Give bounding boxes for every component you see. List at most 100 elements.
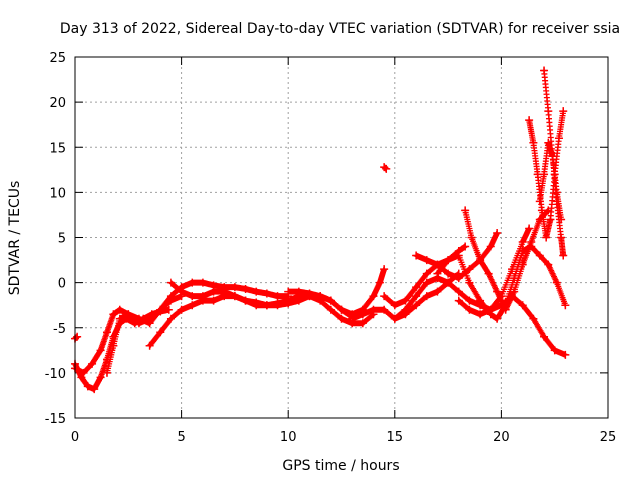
data-point xyxy=(305,289,314,298)
grid xyxy=(75,57,608,418)
y-tick-label: 15 xyxy=(49,141,66,156)
data-point xyxy=(493,228,502,237)
data-point xyxy=(544,260,553,269)
data-point xyxy=(369,305,378,314)
data-point xyxy=(412,292,421,301)
data-point xyxy=(518,260,527,269)
data-point xyxy=(145,319,154,328)
series-trace xyxy=(72,333,81,342)
data-point xyxy=(262,301,271,310)
data-point xyxy=(198,278,207,287)
data-point xyxy=(273,299,282,308)
data-point xyxy=(476,256,485,265)
data-point xyxy=(484,269,493,278)
data-point xyxy=(375,278,384,287)
data-point xyxy=(535,251,544,260)
data-point xyxy=(465,265,474,274)
data-point xyxy=(241,296,250,305)
data-point xyxy=(83,382,92,391)
x-tick-label: 25 xyxy=(600,430,617,445)
data-point xyxy=(230,283,239,292)
data-point xyxy=(535,197,544,206)
data-point xyxy=(380,265,389,274)
data-point xyxy=(401,296,410,305)
data-point xyxy=(380,305,389,314)
data-point xyxy=(198,292,207,301)
data-points xyxy=(71,66,570,394)
data-point xyxy=(540,66,549,75)
data-point xyxy=(252,287,261,296)
y-tick-label: 0 xyxy=(58,277,66,292)
data-point xyxy=(326,305,335,314)
data-point xyxy=(493,314,502,323)
data-point xyxy=(422,256,431,265)
x-tick-label: 15 xyxy=(387,430,404,445)
y-axis-label: SDTVAR / TECUs xyxy=(7,181,23,296)
data-point xyxy=(454,287,463,296)
data-point xyxy=(559,251,568,260)
data-point xyxy=(358,319,367,328)
data-point xyxy=(337,314,346,323)
y-tick-label: 25 xyxy=(49,51,66,66)
series-trace xyxy=(381,164,390,172)
data-point xyxy=(145,341,154,350)
data-point xyxy=(390,314,399,323)
x-tick-label: 5 xyxy=(177,430,185,445)
data-point xyxy=(134,314,143,323)
data-point xyxy=(518,301,527,310)
data-point xyxy=(115,314,124,323)
data-point xyxy=(188,292,197,301)
data-point xyxy=(102,368,111,377)
data-point xyxy=(497,292,506,301)
data-point xyxy=(102,328,111,337)
data-point xyxy=(561,301,570,310)
data-point xyxy=(529,138,538,147)
data-point xyxy=(164,305,173,314)
data-point xyxy=(273,292,282,301)
y-tick-label: -10 xyxy=(45,367,66,382)
data-point xyxy=(544,107,553,116)
series-arc-13 xyxy=(454,224,534,319)
x-tick-label: 10 xyxy=(280,430,297,445)
data-point xyxy=(96,346,105,355)
series-arc-7 xyxy=(348,269,463,323)
data-point xyxy=(337,305,346,314)
chart-title: Day 313 of 2022, Sidereal Day-to-day VTE… xyxy=(60,21,620,37)
data-point xyxy=(380,292,389,301)
data-point xyxy=(412,283,421,292)
data-point xyxy=(465,305,474,314)
series-isolated-1 xyxy=(71,332,82,343)
data-point xyxy=(454,251,463,260)
data-point xyxy=(369,292,378,301)
data-point xyxy=(262,289,271,298)
data-point xyxy=(550,346,559,355)
data-point xyxy=(476,296,485,305)
series-arc-15 xyxy=(540,66,568,260)
data-point xyxy=(540,170,549,179)
data-point xyxy=(546,215,555,224)
data-point xyxy=(209,287,218,296)
data-point xyxy=(433,260,442,269)
series-arc-12 xyxy=(412,228,502,283)
data-point xyxy=(444,256,453,265)
x-axis-label: GPS time / hours xyxy=(282,458,399,474)
data-point xyxy=(433,269,442,278)
data-point xyxy=(542,233,551,242)
data-point xyxy=(508,265,517,274)
data-point xyxy=(467,233,476,242)
data-point xyxy=(316,292,325,301)
series-trace xyxy=(462,207,552,313)
data-point xyxy=(552,188,561,197)
x-tick-label: 20 xyxy=(493,430,510,445)
y-tick-label: 20 xyxy=(49,96,66,111)
data-point xyxy=(188,278,197,287)
data-point xyxy=(476,310,485,319)
data-point xyxy=(486,305,495,314)
data-point xyxy=(559,107,568,116)
data-point xyxy=(537,206,546,215)
data-point xyxy=(544,138,553,147)
data-point xyxy=(422,292,431,301)
y-tick-label: -15 xyxy=(45,412,66,427)
data-point xyxy=(510,287,519,296)
